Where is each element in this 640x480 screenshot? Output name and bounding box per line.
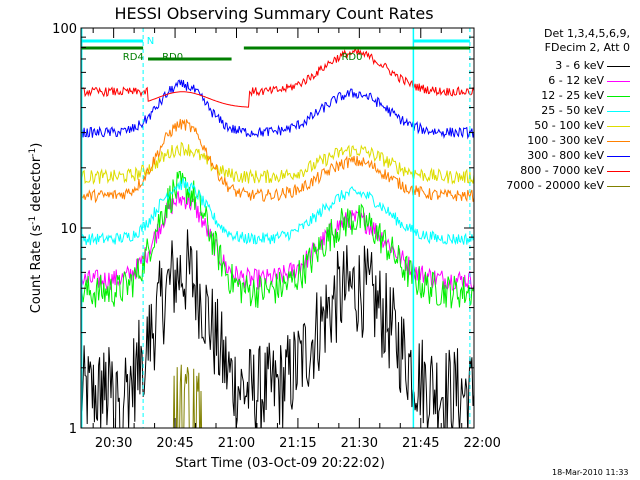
series-line	[81, 229, 474, 428]
legend-entry: 7000 - 20000 keV	[484, 179, 634, 192]
legend-swatch	[607, 126, 630, 127]
legend-swatch	[607, 141, 630, 142]
series-line	[81, 171, 474, 309]
legend-swatch	[607, 81, 630, 82]
legend-label: 100 - 300 keV	[527, 134, 604, 147]
legend-swatch	[607, 186, 630, 187]
series-line	[81, 79, 474, 140]
x-axis: 20:30 20:45 21:00 21:15 21:30 21:45 22:00	[92, 28, 501, 451]
x-tick-label: 21:30	[341, 436, 378, 451]
chart-title: HESSI Observing Summary Count Rates	[114, 4, 433, 23]
x-tick-label: 20:30	[95, 436, 132, 451]
legend-label: 12 - 25 keV	[541, 89, 604, 102]
legend-entry: 50 - 100 keV	[484, 119, 634, 132]
legend-swatch	[607, 171, 630, 172]
annotation-label: RD0	[162, 52, 183, 63]
legend-entry: 300 - 800 keV	[484, 149, 634, 162]
legend-label: 25 - 50 keV	[541, 104, 604, 117]
y-axis-label: Count Rate (s-1 detector-1)	[28, 143, 44, 314]
legend-swatch	[607, 66, 630, 67]
legend-entry: 3 - 6 keV	[484, 59, 634, 72]
legend-entry: 25 - 50 keV	[484, 104, 634, 117]
legend-swatch	[607, 156, 630, 157]
x-tick-label: 21:15	[279, 436, 316, 451]
y-tick-label: 1	[69, 422, 77, 437]
legend-label: 3 - 6 keV	[555, 59, 604, 72]
x-tick-label: 22:00	[463, 436, 500, 451]
series-line	[81, 141, 474, 185]
legend-swatch	[607, 111, 630, 112]
legend-entry: 6 - 12 keV	[484, 74, 634, 87]
series-line	[81, 191, 474, 291]
legend-label: 50 - 100 keV	[534, 119, 604, 132]
timestamp: 18-Mar-2010 11:33	[552, 468, 629, 477]
legend-header-line-2: FDecim 2, Att 0	[544, 41, 630, 54]
legend-label: 7000 - 20000 keV	[506, 179, 604, 192]
legend-label: 300 - 800 keV	[527, 149, 604, 162]
legend-entry: 100 - 300 keV	[484, 134, 634, 147]
series-line	[81, 118, 474, 204]
y-tick-label: 10	[60, 222, 77, 237]
x-axis-label: Start Time (03-Oct-09 20:22:02)	[175, 456, 385, 471]
annotation-label: RD4	[123, 52, 144, 63]
legend-entry: 12 - 25 keV	[484, 89, 634, 102]
legend-swatch	[607, 96, 630, 97]
legend-entry: 800 - 7000 keV	[484, 164, 634, 177]
legend-label: 800 - 7000 keV	[520, 164, 604, 177]
y-axis: 1 10 100	[52, 22, 474, 437]
legend-header-line-1: Det 1,3,4,5,6,9,	[543, 27, 630, 40]
annotation-label: N	[147, 36, 154, 47]
x-tick-label: 21:45	[402, 436, 439, 451]
x-tick-label: 20:45	[156, 436, 193, 451]
legend-label: 6 - 12 keV	[548, 74, 604, 87]
annotation-label: RD0	[341, 52, 362, 63]
x-tick-label: 21:00	[218, 436, 255, 451]
series-line	[81, 177, 474, 246]
plot-lines	[81, 47, 474, 428]
y-tick-label: 100	[52, 22, 77, 37]
series-line	[81, 47, 474, 108]
